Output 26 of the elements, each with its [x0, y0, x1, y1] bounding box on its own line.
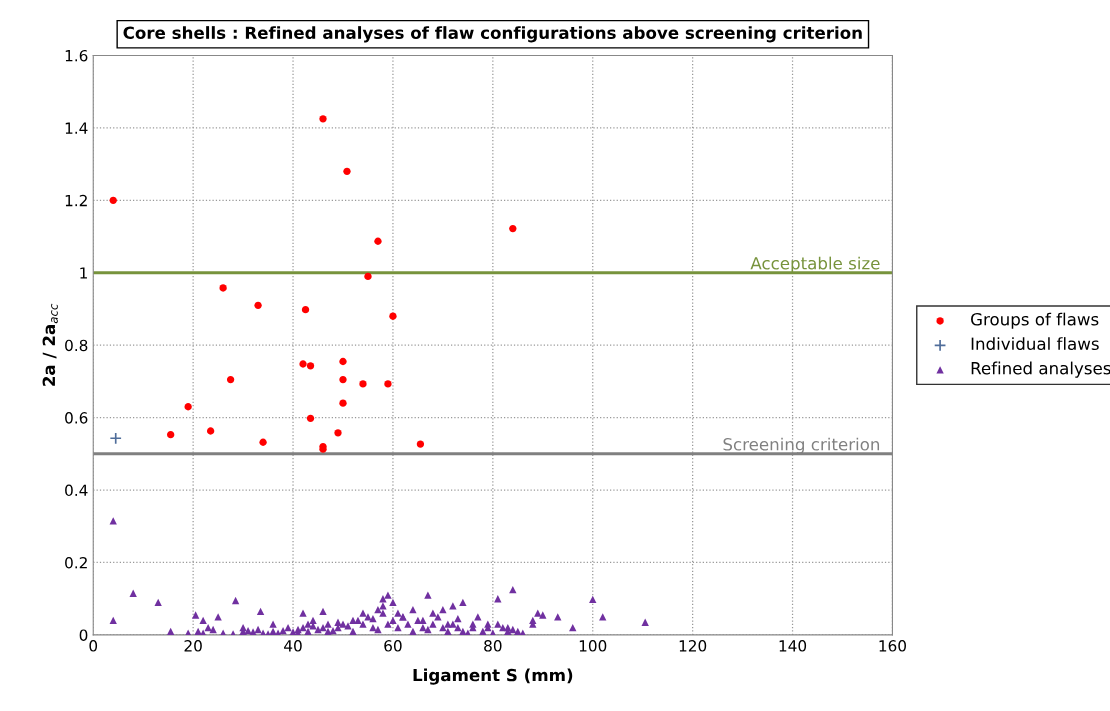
x-tick-label: 100	[579, 640, 607, 652]
x-tick-label: 60	[384, 640, 402, 652]
x-tick-label: 160	[879, 640, 907, 652]
x-tick-label: 120	[679, 640, 707, 652]
legend-label: Individual flaws	[971, 337, 1099, 351]
y-tick-label: 1	[80, 267, 87, 279]
y-tick-label: 0.4	[65, 484, 88, 497]
ref-line-label: Acceptable size	[750, 256, 880, 273]
y-tick-label: 0	[79, 629, 88, 641]
y-tick-label: 1.4	[65, 122, 88, 134]
x-tick-label: 80	[484, 640, 502, 652]
y-tick-label: 1.6	[65, 49, 88, 62]
x-tick-label: 20	[184, 640, 202, 652]
y-tick-label: 1.2	[65, 194, 87, 207]
x-tick-label: 140	[779, 640, 807, 652]
y-tick-label: 0.2	[65, 556, 87, 569]
x-tick-label: 40	[284, 640, 302, 652]
chart-title: Core shells : Refined analyses of flaw configurations above screening criterion	[123, 26, 862, 43]
legend-label: Groups of flaws	[971, 312, 1099, 329]
x-tick-label: 0	[89, 640, 98, 652]
y-tick-label: 0.6	[65, 412, 88, 424]
y-tick-label: 0.8	[65, 339, 88, 352]
legend-label: Refined analyses	[971, 361, 1110, 378]
y-axis-title: 2a / 2a$_{acc}$	[42, 303, 58, 386]
ref-line-label: Screening criterion	[723, 437, 880, 454]
x-axis-title: Ligament S (mm)	[413, 668, 573, 685]
